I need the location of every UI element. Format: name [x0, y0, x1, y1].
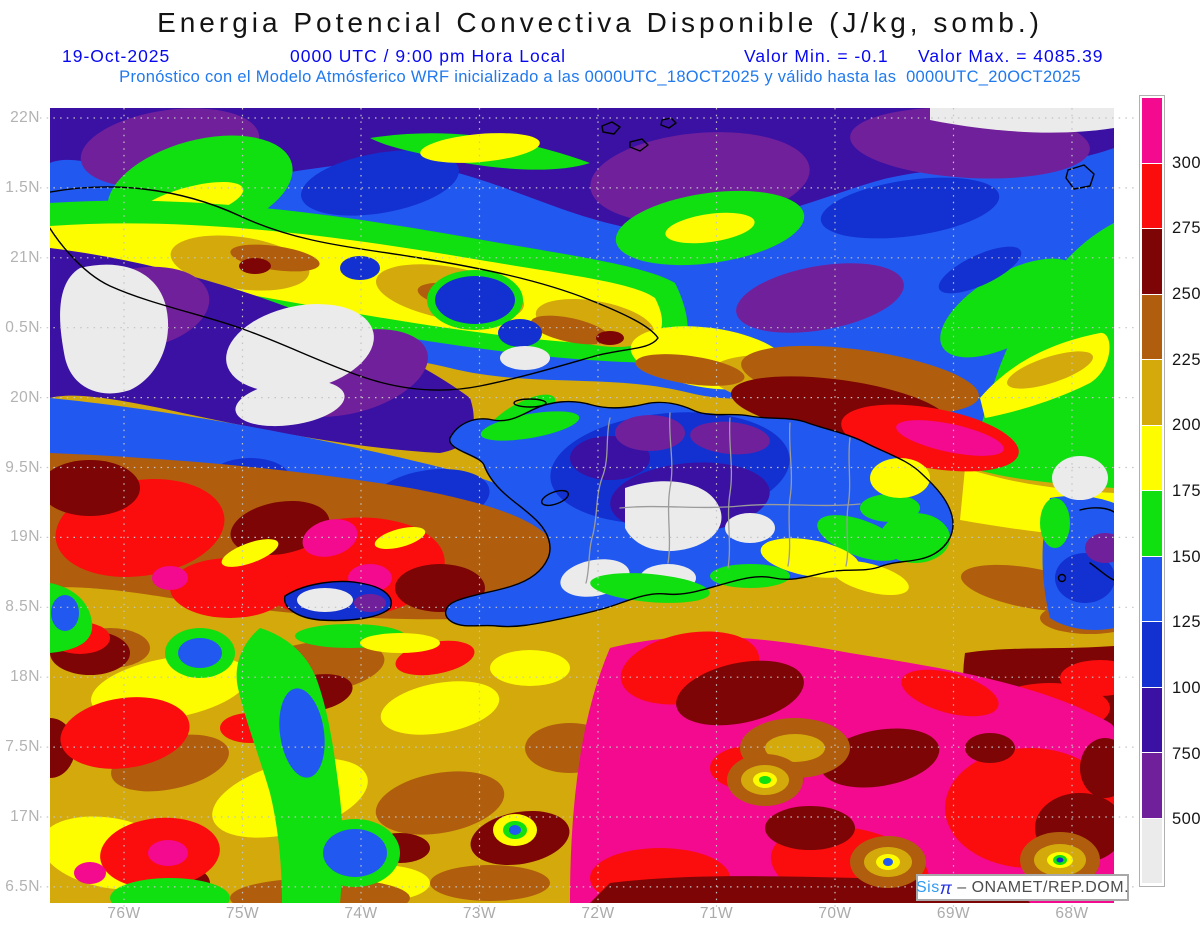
colorbar-tick-label: 1500 [1172, 547, 1200, 566]
lat-tick-label: 6.5N [5, 877, 40, 895]
lat-tick-label: 21N [10, 248, 40, 266]
colorbar-segment [1142, 360, 1162, 426]
colorbar-tick-label: 2000 [1172, 416, 1200, 435]
plot-title: Energia Potencial Convectiva Disponible … [157, 7, 1043, 38]
colorbar-segment [1142, 491, 1162, 557]
watermark-agency: – ONAMET/REP.DOM. [952, 878, 1130, 896]
lat-tick-label: 7.5N [5, 738, 40, 756]
lat-tick-label: 18N [10, 668, 40, 686]
colorbar-tick-label: 2750 [1172, 219, 1200, 238]
colorbar-segments [1142, 98, 1162, 884]
watermark-sis: Sis [915, 878, 940, 896]
lon-tick-label: 76W [107, 905, 141, 922]
colorbar-segment [1142, 425, 1162, 491]
lat-tick-label: 19N [10, 528, 40, 546]
lat-tick-label: 8.5N [5, 598, 40, 616]
colorbar-tick-label: 1000 [1172, 679, 1200, 697]
lat-tick-label: 17N [10, 808, 40, 825]
lon-tick-label: 71W [699, 905, 734, 922]
colorbar-segment [1142, 229, 1162, 295]
lat-tick-label: 1.5N [5, 178, 40, 196]
lat-tick-label: 22N [10, 109, 40, 126]
colorbar-segment [1142, 753, 1162, 819]
onamet-watermark: Sis π – ONAMET/REP.DOM. [916, 874, 1129, 901]
value-max-label: Valor Max. = 4085.39 [918, 46, 1104, 66]
run-date: 19-Oct-2025 [62, 46, 171, 66]
colorbar-segment [1142, 163, 1162, 229]
colorbar-tick-label: 750 [1172, 744, 1200, 763]
colorbar-tick-label: 3000 [1172, 153, 1200, 172]
colorbar-tick-label: 500 [1172, 810, 1200, 829]
colorbar [1139, 95, 1165, 887]
colorbar-tick-label: 1750 [1172, 482, 1200, 500]
lon-tick-label: 74W [344, 905, 378, 922]
lon-tick-label: 68W [1055, 905, 1089, 922]
valid-time: 0000 UTC / 9:00 pm Hora Local [290, 46, 567, 66]
colorbar-tick-label: 1250 [1172, 613, 1200, 632]
cape-field-map [50, 108, 1114, 903]
lat-tick-label: 20N [10, 388, 40, 406]
forecast-description: Pronóstico con el Modelo Atmósferico WRF… [119, 68, 1081, 86]
value-min-label: Valor Min. = -0.1 [744, 46, 889, 66]
lon-tick-label: 75W [225, 905, 260, 922]
lat-tick-label: 9.5N [5, 458, 40, 476]
colorbar-segment [1142, 818, 1162, 884]
colorbar-tick-label: 2250 [1172, 350, 1200, 369]
lon-tick-label: 73W [462, 905, 497, 922]
lat-tick-label: 0.5N [5, 318, 40, 336]
lon-tick-label: 70W [818, 905, 852, 922]
colorbar-segment [1142, 687, 1162, 753]
lon-tick-label: 69W [936, 905, 971, 922]
colorbar-segment [1142, 98, 1162, 164]
colorbar-segment [1142, 556, 1162, 622]
colorbar-segment [1142, 622, 1162, 688]
colorbar-segment [1142, 294, 1162, 360]
lon-tick-label: 72W [581, 905, 615, 922]
watermark-pi-glyph: π [939, 877, 953, 898]
